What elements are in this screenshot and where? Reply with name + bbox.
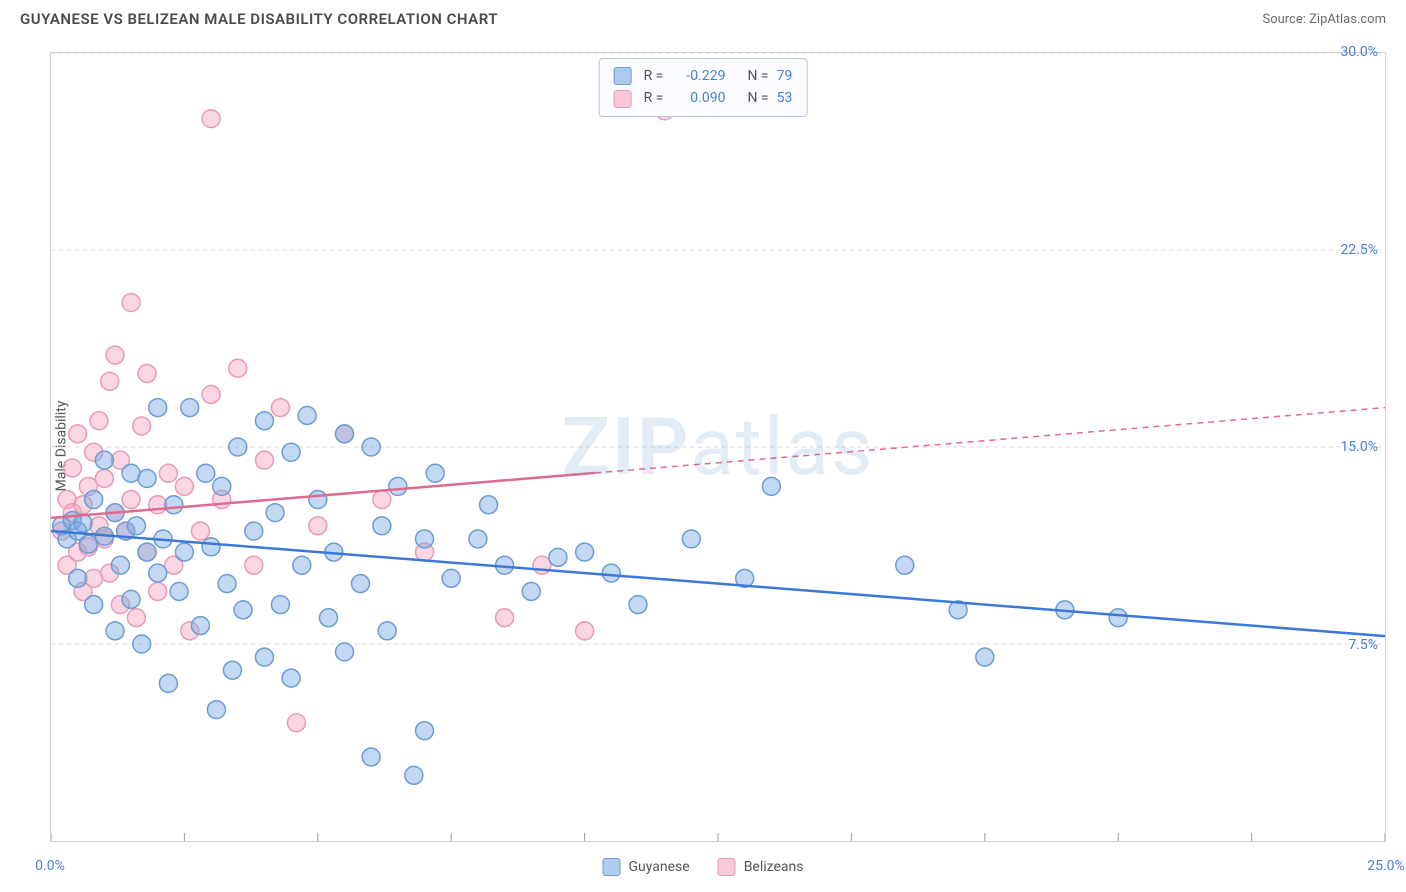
legend-row-2: R = 0.090 N = 53 — [614, 87, 793, 109]
legend-r-label-1: R = — [644, 65, 664, 87]
series-swatch-2 — [718, 858, 736, 876]
legend-swatch-2 — [614, 90, 632, 108]
correlation-legend: R = -0.229 N = 79 R = 0.090 N = 53 — [599, 58, 808, 117]
x-tick-label: 25.0% — [1367, 858, 1405, 874]
chart-svg — [51, 53, 1385, 841]
legend-swatch-1 — [614, 67, 632, 85]
legend-n-value-1: 79 — [777, 65, 793, 87]
series-legend-item-2: Belizeans — [718, 858, 804, 876]
chart-title: GUYANESE VS BELIZEAN MALE DISABILITY COR… — [20, 10, 498, 28]
series-name-1: Guyanese — [629, 859, 690, 875]
series-legend: Guyanese Belizeans — [603, 858, 804, 876]
series-legend-item-1: Guyanese — [603, 858, 690, 876]
legend-r-value-2: 0.090 — [671, 87, 725, 109]
y-tick-label: 15.0% — [1340, 439, 1378, 455]
legend-r-value-1: -0.229 — [671, 65, 725, 87]
y-tick-label: 7.5% — [1348, 637, 1378, 653]
legend-n-label-2: N = — [747, 87, 768, 109]
legend-r-label-2: R = — [644, 87, 664, 109]
chart-area: ZIPatlas — [50, 52, 1386, 842]
x-tick-label: 0.0% — [35, 858, 65, 874]
y-tick-label: 30.0% — [1340, 44, 1378, 60]
legend-row-1: R = -0.229 N = 79 — [614, 65, 793, 87]
y-tick-label: 22.5% — [1340, 242, 1378, 258]
legend-n-value-2: 53 — [777, 87, 793, 109]
source-label: Source: ZipAtlas.com — [1262, 12, 1386, 27]
series-swatch-1 — [603, 858, 621, 876]
series-name-2: Belizeans — [744, 859, 804, 875]
legend-n-label-1: N = — [747, 65, 768, 87]
